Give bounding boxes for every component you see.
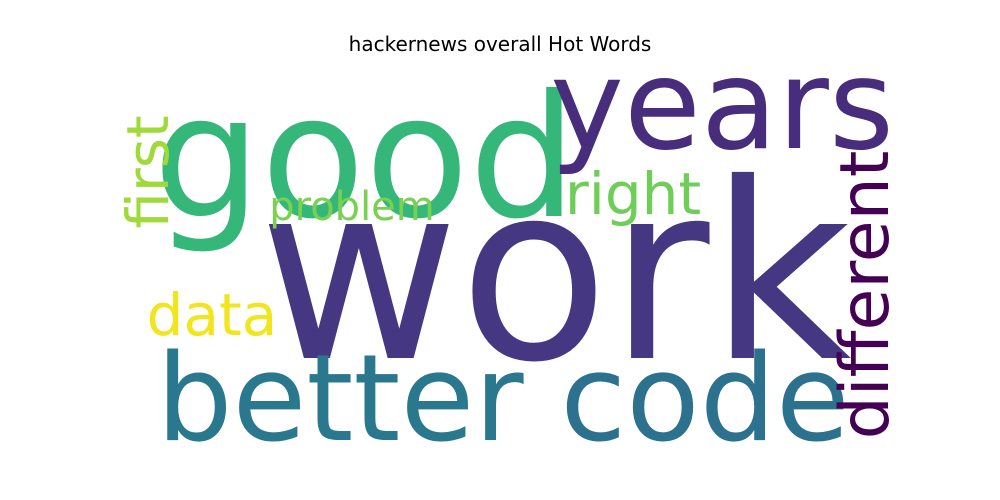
word-first: first [114, 115, 182, 228]
word-code: code [560, 330, 849, 469]
word-right: right [565, 160, 701, 228]
word-better: better [156, 330, 524, 469]
word-data: data [147, 281, 278, 349]
chart-title: hackernews overall Hot Words [348, 32, 652, 56]
word-work: work [259, 131, 852, 416]
word-good: good [153, 59, 577, 257]
word-years: years [550, 33, 894, 178]
word-different: different [826, 151, 905, 440]
word-problem: problem [269, 184, 435, 230]
